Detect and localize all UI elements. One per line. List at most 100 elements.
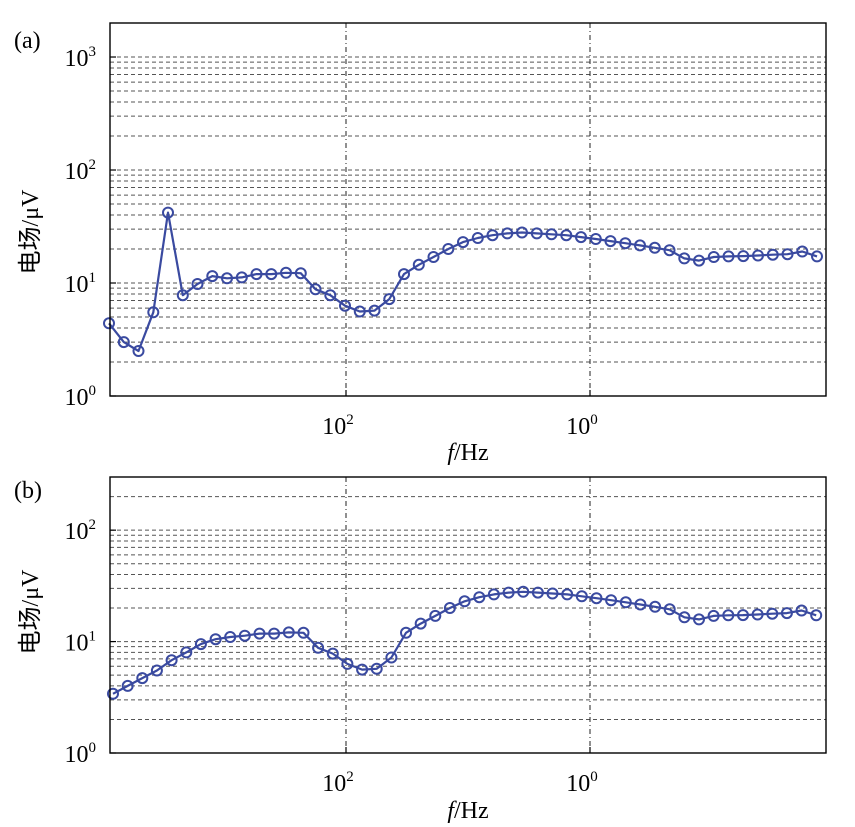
data-point [589, 233, 602, 245]
data-point [649, 600, 662, 613]
data-point [191, 278, 204, 290]
data-point [400, 626, 412, 639]
y-tick-label: 103 [65, 44, 97, 72]
data-point [722, 250, 735, 263]
grid-b [110, 477, 826, 753]
data-point [180, 646, 193, 659]
y-ticks-a: 100 101 102 103 [65, 44, 116, 411]
data-point [604, 235, 617, 248]
data-point [224, 631, 237, 643]
data-point [442, 243, 455, 255]
y-tick-label: 100 [65, 740, 97, 768]
panel-b: (b) 100 101 102 102 100 f/Hz 电场/μV [14, 476, 827, 824]
data-point [693, 613, 705, 626]
data-point [473, 591, 486, 604]
data-point [136, 672, 149, 685]
data-point [132, 345, 145, 357]
data-point [235, 271, 248, 284]
y-axis-label-a: 电场/μV [17, 189, 44, 275]
data-point [663, 603, 676, 616]
panel-label-b: (b) [14, 478, 42, 504]
data-point [722, 609, 735, 622]
y-axis-label-b: 电场/μV [17, 569, 44, 655]
data-point [147, 306, 160, 319]
data-point [412, 258, 425, 271]
data-point [165, 654, 178, 667]
x-axis-label-a: f/Hz [447, 440, 488, 466]
data-point [751, 608, 764, 621]
y-tick-label: 101 [65, 270, 97, 298]
data-point [663, 244, 676, 257]
data-point [206, 270, 219, 283]
data-point [209, 633, 222, 646]
data-point [457, 236, 469, 249]
data-point [486, 229, 499, 242]
data-point [561, 588, 574, 601]
data-point [619, 237, 632, 250]
x-ticks-b: 102 100 [322, 747, 598, 797]
data-point [546, 587, 559, 600]
y-tick-label: 102 [65, 517, 97, 545]
y-tick-label: 100 [65, 383, 97, 411]
x-tick-label: 100 [566, 412, 598, 440]
data-point [429, 609, 442, 622]
data-point [737, 250, 750, 263]
data-point [766, 607, 779, 620]
y-tick-label: 101 [65, 629, 97, 657]
series-line [108, 211, 818, 353]
data-point [752, 249, 764, 262]
data-point [501, 227, 514, 240]
data-point [560, 229, 573, 242]
data-point [253, 627, 266, 640]
data-point [385, 651, 398, 664]
data-point [324, 289, 337, 302]
data-point [796, 245, 809, 258]
data-point [238, 629, 251, 642]
data-point [121, 679, 134, 692]
data-point [780, 607, 793, 620]
data-point [487, 588, 500, 601]
x-axis-label-b: f/Hz [447, 798, 488, 824]
panel-a: (a) 100 101 102 103 102 100 f/Hz 电场/μV [14, 22, 827, 466]
x-tick-label: 100 [566, 769, 598, 797]
data-point [737, 609, 749, 622]
data-point [545, 228, 558, 241]
data-point [312, 641, 325, 654]
y-tick-label: 102 [65, 157, 97, 185]
data-point [781, 248, 794, 261]
data-point [678, 611, 691, 624]
data-point [707, 609, 720, 622]
data-point [353, 305, 366, 318]
data-point [471, 232, 484, 244]
data-point [341, 657, 354, 670]
data-point [678, 252, 691, 265]
series-line [112, 590, 817, 695]
data-point [634, 239, 646, 252]
plot-frame-a [109, 22, 827, 397]
data-point [150, 664, 163, 677]
data-point [648, 241, 661, 254]
data-point [443, 602, 456, 614]
data-point [693, 254, 705, 267]
data-point [162, 206, 174, 219]
data-point [368, 304, 381, 317]
data-point [619, 596, 632, 609]
series-a [103, 206, 823, 357]
data-point [516, 226, 528, 239]
data-point [221, 272, 233, 285]
data-point [575, 590, 588, 603]
series-b [107, 585, 823, 700]
data-point [383, 293, 396, 306]
data-point [811, 250, 823, 263]
data-point [326, 647, 339, 660]
data-point [268, 627, 281, 640]
data-point [117, 336, 130, 349]
data-point [280, 266, 292, 279]
data-point [282, 626, 295, 639]
data-point [339, 299, 351, 312]
data-point [265, 268, 278, 281]
plot-frame-b [109, 476, 827, 754]
data-point [176, 289, 189, 302]
data-point [370, 662, 383, 675]
